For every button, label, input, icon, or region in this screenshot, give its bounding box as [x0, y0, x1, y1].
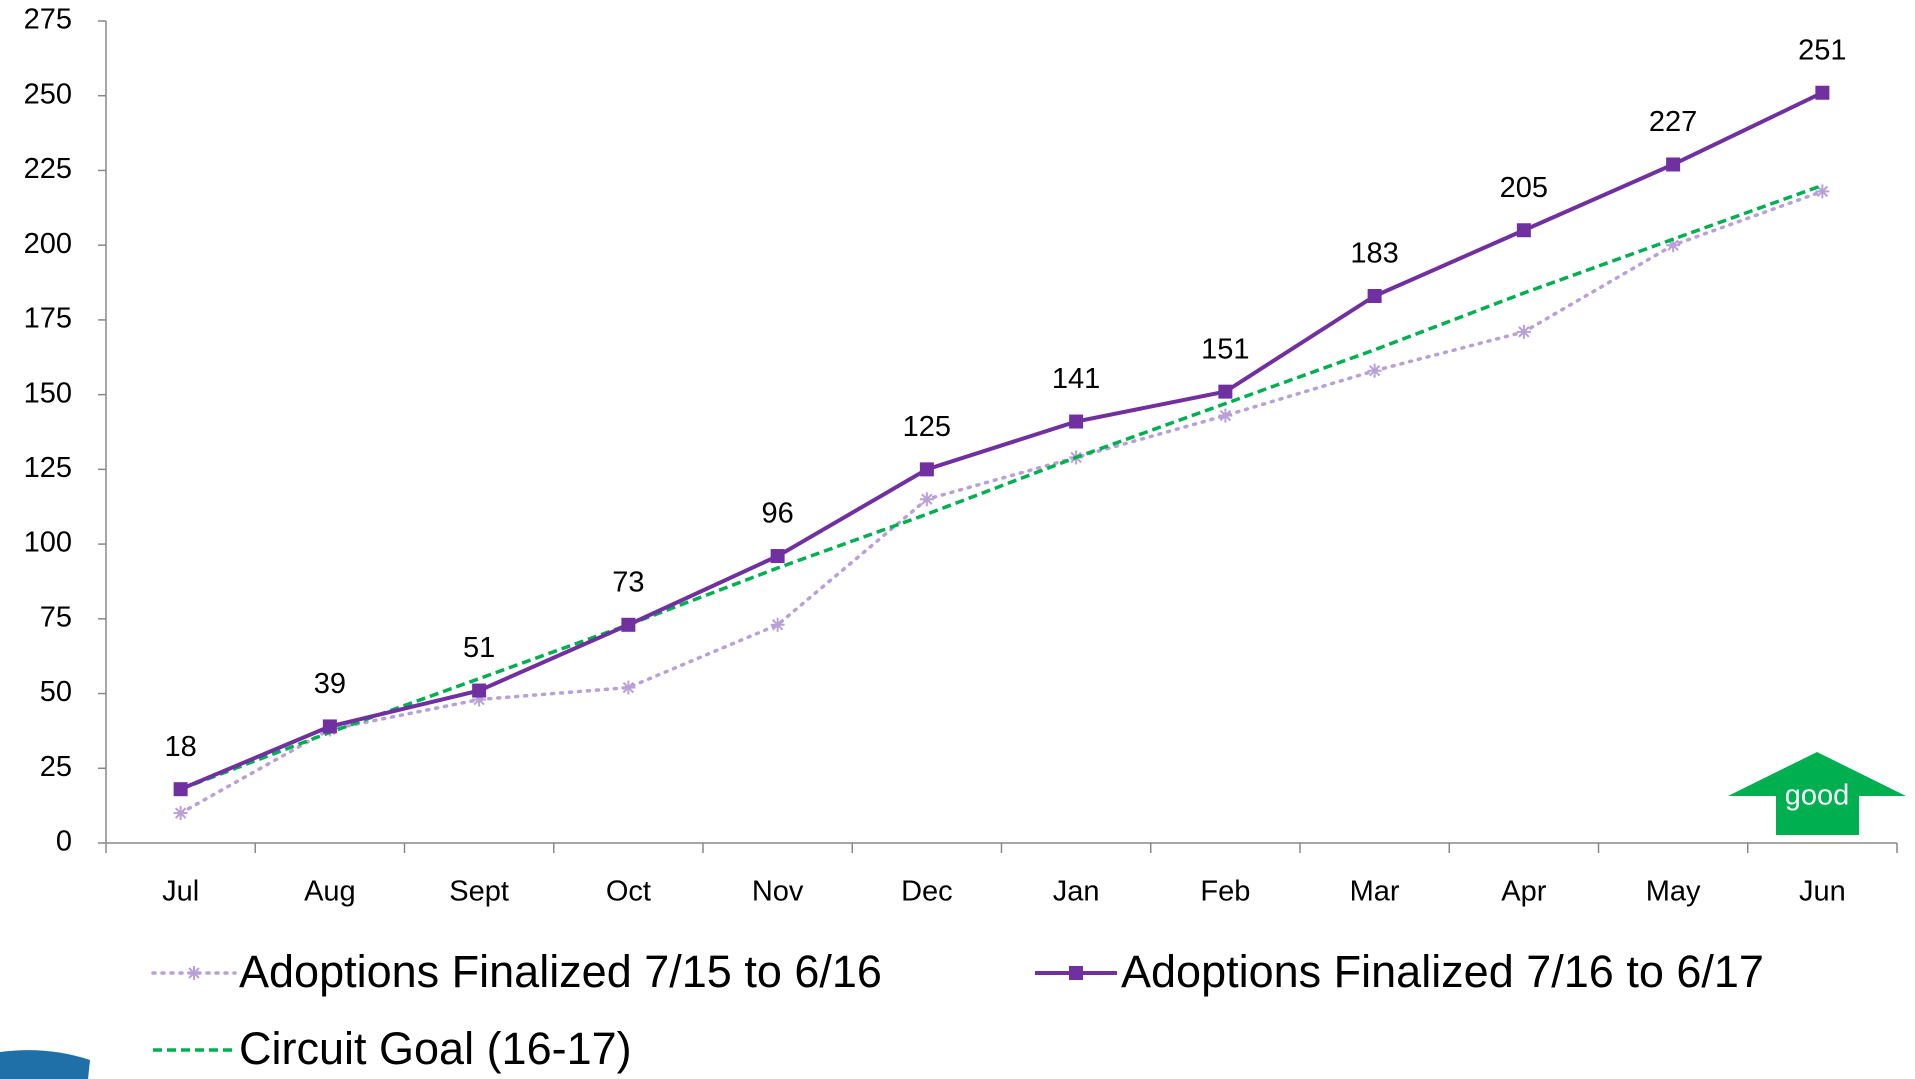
- legend-label: Circuit Goal (16-17): [239, 1023, 632, 1074]
- y-tick-label: 225: [24, 153, 72, 185]
- point: [1367, 288, 1382, 303]
- point: [1218, 408, 1233, 423]
- point: [1516, 223, 1531, 238]
- point: [472, 683, 487, 698]
- legend-marker: [187, 966, 201, 980]
- decoration: [0, 1050, 90, 1079]
- marker-stroke: [188, 967, 200, 979]
- marker-stroke: [921, 493, 933, 505]
- y-tick-label: 250: [24, 78, 72, 110]
- point: [1516, 324, 1531, 339]
- data-label: 227: [1649, 106, 1697, 138]
- x-tick-label: Mar: [1350, 876, 1400, 908]
- data-label: 151: [1201, 333, 1249, 365]
- y-tick-label: 25: [40, 751, 72, 783]
- legend-marker: [1069, 966, 1083, 980]
- point: [919, 492, 934, 507]
- point: [621, 680, 636, 695]
- point: [1666, 157, 1681, 172]
- data-label: 125: [903, 411, 951, 443]
- marker-stroke: [1816, 185, 1829, 198]
- legend-item: Adoptions Finalized 7/16 to 6/17: [1035, 946, 1764, 997]
- y-tick-label: 100: [24, 527, 72, 559]
- y-tick-label: 150: [24, 377, 72, 409]
- x-tick-label: Jun: [1799, 876, 1846, 908]
- data-label: 141: [1052, 363, 1100, 395]
- x-tick-label: Sept: [449, 876, 509, 908]
- data-label: 251: [1798, 34, 1846, 66]
- legend-label: Adoptions Finalized 7/15 to 6/16: [239, 946, 882, 997]
- series-line: [179, 90, 1824, 792]
- point: [1815, 184, 1830, 199]
- y-tick-label: 200: [24, 228, 72, 260]
- legend-item: Adoptions Finalized 7/15 to 6/16: [151, 946, 882, 997]
- x-tick-label: Apr: [1501, 876, 1546, 908]
- legend-label: Adoptions Finalized 7/16 to 6/17: [1121, 946, 1764, 997]
- x-tick-label: Aug: [304, 876, 356, 908]
- point: [1218, 384, 1233, 399]
- x-tick-label: Feb: [1200, 876, 1250, 908]
- x-tick-label: May: [1646, 876, 1701, 908]
- x-tick-label: Jan: [1053, 876, 1100, 908]
- y-tick-label: 125: [24, 452, 72, 484]
- y-tick-label: 75: [40, 601, 72, 633]
- marker-stroke: [1368, 365, 1381, 377]
- data-label: 51: [463, 632, 495, 664]
- annotation: good: [1785, 780, 1850, 812]
- y-tick-label: 175: [24, 303, 72, 335]
- x-tick-label: Nov: [752, 876, 804, 908]
- data-label: 18: [164, 731, 196, 763]
- legend-item: Circuit Goal (16-17): [153, 1023, 632, 1074]
- marker-stroke: [622, 681, 635, 694]
- x-tick-label: Oct: [606, 876, 651, 908]
- data-label: 73: [612, 566, 644, 598]
- point: [322, 719, 337, 734]
- marker-stroke: [174, 807, 187, 819]
- point: [173, 806, 188, 821]
- x-tick-label: Dec: [901, 876, 953, 908]
- point: [770, 617, 785, 632]
- marker-stroke: [1667, 239, 1679, 251]
- y-tick-label: 275: [24, 4, 72, 36]
- marker-stroke: [1219, 409, 1232, 422]
- y-tick-label: 50: [40, 676, 72, 708]
- point: [621, 617, 636, 632]
- x-tick-label: Jul: [162, 876, 199, 908]
- data-label: 39: [314, 668, 346, 700]
- series-line: [180, 183, 1823, 791]
- point: [770, 549, 785, 564]
- data-label: 96: [761, 498, 793, 530]
- marker-stroke: [771, 619, 784, 631]
- marker-stroke: [1518, 326, 1530, 338]
- series-line: [178, 189, 1825, 815]
- point: [1367, 363, 1382, 378]
- point: [1069, 414, 1084, 429]
- data-label: 205: [1500, 172, 1548, 204]
- point: [1815, 85, 1830, 100]
- y-tick-label: 0: [56, 826, 72, 858]
- point: [919, 462, 934, 477]
- point: [173, 782, 188, 797]
- good-arrow: [1728, 752, 1906, 835]
- data-label: 183: [1350, 238, 1398, 270]
